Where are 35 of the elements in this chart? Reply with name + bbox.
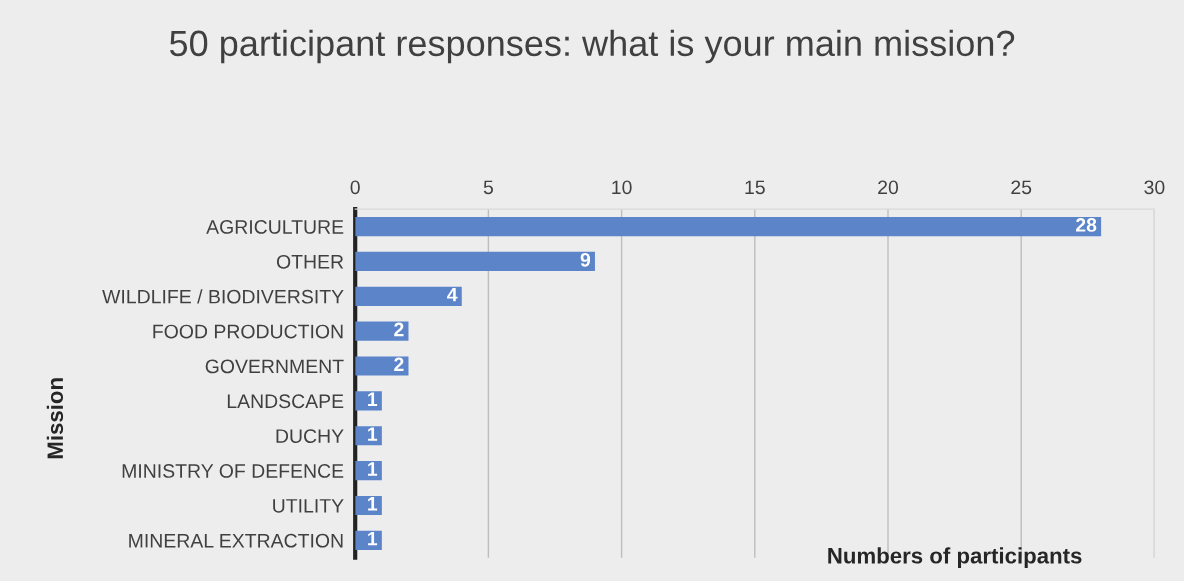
bar xyxy=(355,251,595,272)
y-tick-label: MINERAL EXTRACTION xyxy=(129,533,343,548)
bar xyxy=(355,217,1102,237)
bar xyxy=(355,286,462,306)
x-tick-label: 10 xyxy=(612,180,632,195)
data-label: 9 xyxy=(580,252,591,267)
data-label: 28 xyxy=(1076,218,1097,232)
y-tick-label: MINISTRY OF DEFENCE xyxy=(122,464,344,478)
y-tick-label: WILDLIFE / BIODIVERSITY xyxy=(102,289,344,304)
chart-title: 50 participant responses: what is your main mission? xyxy=(169,29,1015,64)
x-tick-label: 20 xyxy=(878,180,899,195)
data-label: 2 xyxy=(394,322,404,337)
data-label: 1 xyxy=(368,531,378,546)
y-tick-label: LANDSCAPE xyxy=(227,394,344,409)
bar xyxy=(355,321,409,341)
y-tick-label: DUCHY xyxy=(276,429,344,443)
y-tick-label: AGRICULTURE xyxy=(206,220,344,234)
data-label: 1 xyxy=(368,462,378,476)
data-label: 4 xyxy=(447,287,458,302)
data-label: 2 xyxy=(394,357,404,372)
x-tick-label: 25 xyxy=(1011,180,1032,195)
y-tick-label: OTHER xyxy=(276,254,344,269)
data-label: 1 xyxy=(368,427,378,441)
x-tick-label: 0 xyxy=(350,180,360,195)
x-axis-title: Numbers of participants xyxy=(828,547,1082,569)
bar xyxy=(355,356,409,376)
y-tick-label: FOOD PRODUCTION xyxy=(153,324,343,339)
x-tick-label: 30 xyxy=(1144,180,1165,195)
y-tick-label: UTILITY xyxy=(273,499,344,513)
x-tick-label: 15 xyxy=(745,180,765,195)
y-axis-title: Mission xyxy=(46,378,64,459)
x-tick-label: 5 xyxy=(483,180,493,195)
y-tick-label: GOVERNMENT xyxy=(205,359,344,374)
data-label: 1 xyxy=(368,392,378,406)
data-label: 1 xyxy=(368,497,378,511)
